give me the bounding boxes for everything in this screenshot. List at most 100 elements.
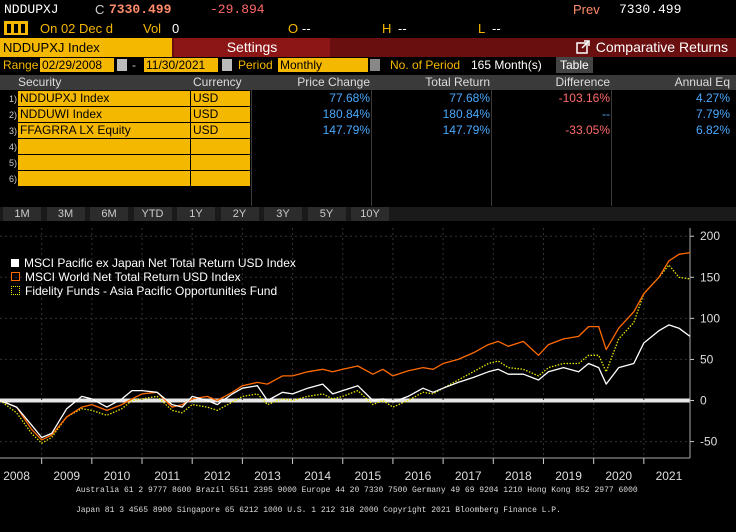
difference-cell: -33.05% (565, 123, 610, 137)
comparative-returns-label: Comparative Returns (595, 39, 728, 55)
range-label: Range (3, 58, 39, 72)
currency-cell[interactable] (191, 155, 250, 170)
end-date-field[interactable]: 11/30/2021 (144, 58, 218, 72)
currency-cell[interactable] (191, 139, 250, 154)
series-line-world (0, 251, 691, 441)
calendar-icon[interactable] (117, 59, 127, 71)
difference-cell (492, 171, 610, 186)
table-header-bg (0, 75, 736, 90)
legend-item-world[interactable]: MSCI World Net Total Return USD Index (11, 270, 241, 284)
period-button-ytd[interactable]: YTD (133, 207, 172, 221)
col-annual-eq[interactable]: Annual Eq (674, 75, 730, 89)
column-divider (491, 75, 492, 206)
high-label: H (382, 21, 392, 36)
security-cell[interactable]: NDDUWI Index (18, 107, 190, 122)
price-change-cell: 77.68% (329, 91, 370, 105)
footer-copyright: Japan 81 3 4565 8900 Singapore 65 6212 1… (76, 506, 561, 515)
vol-value: 0 (172, 21, 180, 36)
series-line-pacific (0, 324, 691, 439)
quote-date: On 02 Dec d (40, 21, 113, 36)
currency-cell[interactable]: USD (191, 91, 250, 106)
period-button-10y[interactable]: 10Y (351, 207, 389, 221)
y-tick-label: 200 (700, 229, 720, 243)
period-button-3m[interactable]: 3M (46, 207, 85, 221)
total-return-cell: 147.79% (442, 123, 490, 137)
currency-cell[interactable] (191, 171, 250, 186)
period-button-5y[interactable]: 5Y (307, 207, 346, 221)
legend-item-pacific[interactable]: MSCI Pacific ex Japan Net Total Return U… (11, 256, 296, 270)
difference-cell: -103.16% (558, 91, 610, 105)
col-security[interactable]: Security (18, 75, 62, 89)
x-tick-label: 2019 (555, 469, 582, 483)
x-tick-label: 2015 (354, 469, 381, 483)
period-button-1y[interactable]: 1Y (177, 207, 215, 221)
legend-swatch (11, 286, 20, 295)
settings-button[interactable]: Settings (174, 38, 330, 57)
bloomberg-launchpad-icon[interactable] (4, 19, 32, 37)
security-cell[interactable] (18, 155, 190, 170)
period-button-1m[interactable]: 1M (3, 207, 41, 221)
column-divider (371, 75, 372, 206)
x-tick-label: 2016 (405, 469, 432, 483)
price-change-cell: 147.79% (322, 123, 370, 137)
security-input[interactable]: NDDUPXJ Index (0, 38, 172, 57)
period-select[interactable]: Monthly (278, 58, 368, 72)
period-button-6m[interactable]: 6M (90, 207, 128, 221)
table-button[interactable]: Table (556, 57, 593, 73)
comparative-returns-title[interactable]: Comparative Returns (575, 38, 728, 59)
difference-cell (492, 155, 610, 170)
x-tick-label: 2017 (455, 469, 482, 483)
y-tick-label: -50 (700, 435, 718, 449)
x-tick-label: 2011 (154, 469, 180, 483)
calendar-icon[interactable] (222, 59, 232, 71)
price-change-cell (252, 155, 370, 170)
security-cell[interactable] (18, 139, 190, 154)
chevron-down-icon[interactable] (370, 59, 380, 71)
legend-swatch (11, 272, 20, 281)
zero-baseline (0, 398, 690, 403)
x-tick-label: 2013 (254, 469, 281, 483)
security-cell[interactable] (18, 171, 190, 186)
y-tick-label: 0 (700, 394, 707, 408)
difference-cell (492, 139, 610, 154)
currency-cell[interactable]: USD (191, 123, 250, 138)
annual-eq-cell: 7.79% (695, 107, 730, 121)
legend-label: Fidelity Funds - Asia Pacific Opportunit… (25, 284, 278, 298)
x-tick-label: 2014 (304, 469, 331, 483)
quote-header: NDDUPXJ C 7330.499 -29.894 Prev 7330.499 (0, 0, 736, 19)
legend-item-fund[interactable]: Fidelity Funds - Asia Pacific Opportunit… (11, 284, 277, 298)
currency-cell[interactable]: USD (191, 107, 250, 122)
y-tick-label: 150 (700, 270, 720, 284)
export-arrow-icon[interactable] (575, 40, 590, 59)
chart-canvas[interactable]: 200 150 100 50 0 -50 2008 2009 2010 2011 2012 2013 2… (0, 222, 736, 529)
annual-eq-cell (612, 171, 730, 186)
total-return-cell (372, 139, 490, 154)
annual-eq-cell: 4.27% (695, 91, 730, 105)
last-price: 7330.499 (109, 2, 172, 17)
start-date-field[interactable]: 02/29/2008 (40, 58, 114, 72)
y-tick-label: 100 (700, 311, 720, 325)
total-return-cell: 77.68% (449, 91, 490, 105)
legend-swatch (11, 259, 19, 267)
x-tick-label: 2020 (605, 469, 632, 483)
quote-subheader: On 02 Dec d Vol 0 O -- H -- L -- (0, 19, 736, 37)
num-periods-label: No. of Period (390, 58, 461, 72)
function-titlebar: NDDUPXJ Index Settings Comparative Retur… (0, 38, 736, 57)
column-divider (611, 75, 612, 206)
x-tick-label: 2018 (505, 469, 532, 483)
col-price-change[interactable]: Price Change (297, 75, 370, 89)
y-tick-label: 50 (700, 352, 714, 366)
col-currency[interactable]: Currency (193, 75, 242, 89)
difference-cell: -- (602, 107, 610, 121)
price-change: -29.894 (210, 2, 265, 17)
footer-contacts: Australia 61 2 9777 8600 Brazil 5511 239… (76, 486, 638, 495)
col-difference[interactable]: Difference (555, 75, 610, 89)
price-change-cell: 180.84% (322, 107, 370, 121)
total-return-cell (372, 155, 490, 170)
security-cell[interactable]: NDDUPXJ Index (18, 91, 190, 106)
controls-bar: Range 02/29/2008 - 11/30/2021 Period Mon… (0, 57, 736, 74)
period-button-2y[interactable]: 2Y (220, 207, 259, 221)
security-cell[interactable]: FFAGRRA LX Equity (18, 123, 190, 138)
col-total-return[interactable]: Total Return (425, 75, 490, 89)
period-button-3y[interactable]: 3Y (264, 207, 302, 221)
